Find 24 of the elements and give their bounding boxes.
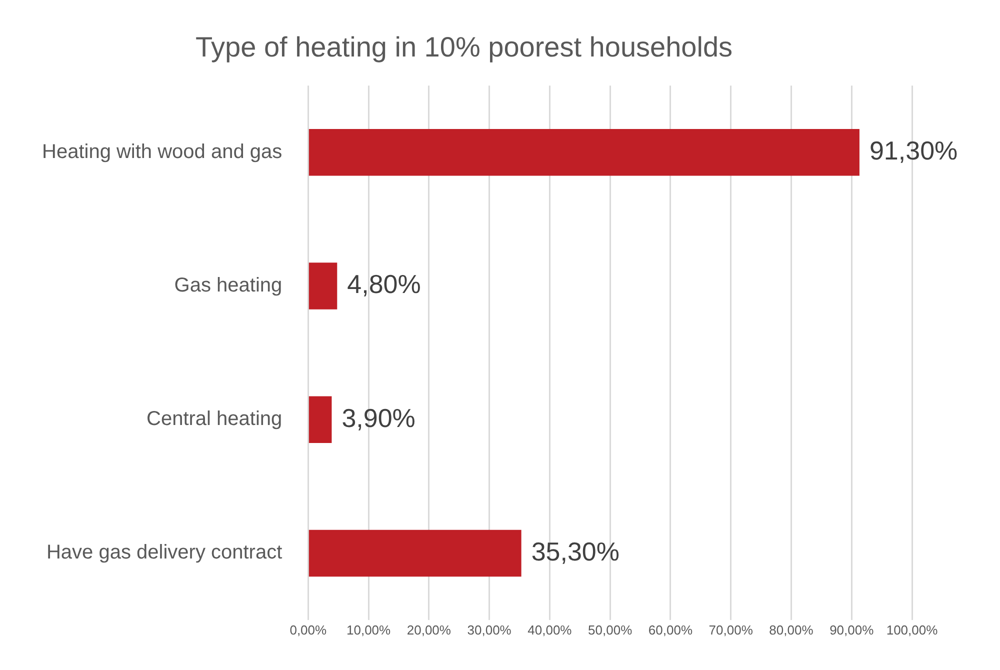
- y-tick-label: Heating with wood and gas: [42, 140, 282, 163]
- x-tick-label: 0,00%: [290, 622, 328, 638]
- y-tick-label: Central heating: [146, 408, 282, 430]
- data-label: 35,30%: [531, 536, 620, 566]
- x-tick-label: 70,00%: [708, 622, 754, 638]
- data-label: 4,80%: [347, 269, 421, 300]
- x-tick-label: 10,00%: [346, 622, 392, 638]
- x-tick-label: 80,00%: [769, 622, 814, 638]
- bar: [308, 530, 522, 577]
- x-tick-label: 20,00%: [406, 622, 452, 638]
- chart-title: Type of heating in 10% poorest households: [195, 32, 733, 63]
- bar: [308, 262, 338, 310]
- x-tick-label: 60,00%: [648, 622, 693, 638]
- data-label: 91,30%: [869, 136, 958, 166]
- y-tick-label: Have gas delivery contract: [46, 542, 283, 564]
- data-label: 3,90%: [342, 402, 416, 433]
- x-tick-label: 90,00%: [830, 622, 874, 638]
- x-tick-label: 50,00%: [588, 622, 633, 638]
- x-tick-label: 100,00%: [886, 622, 938, 638]
- bar: [308, 396, 332, 443]
- bar: [308, 129, 860, 176]
- x-tick-label: 40,00%: [528, 622, 572, 638]
- y-tick-label: Gas heating: [174, 274, 282, 297]
- x-tick-label: 30,00%: [467, 622, 512, 638]
